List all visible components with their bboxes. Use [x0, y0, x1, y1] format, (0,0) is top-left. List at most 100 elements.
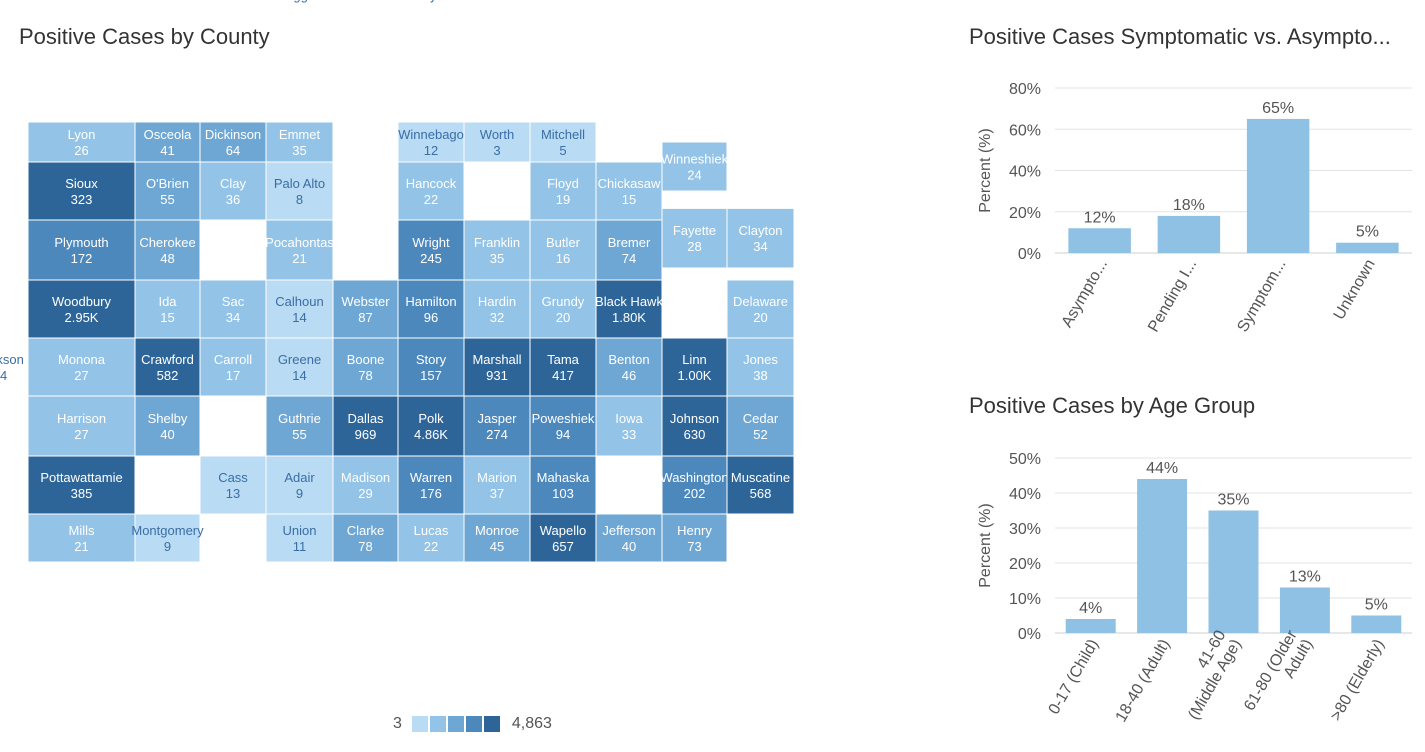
county-chickasaw[interactable]	[595, 161, 663, 221]
county-name-label: Madison	[341, 470, 390, 485]
county-franklin[interactable]	[463, 219, 531, 281]
county-clarke[interactable]	[332, 513, 399, 563]
county-osceola[interactable]	[134, 121, 201, 163]
county-crawford[interactable]	[134, 337, 201, 397]
county-grundy[interactable]	[529, 279, 597, 339]
county-value-label: 40	[160, 427, 174, 442]
county-story[interactable]	[397, 337, 465, 397]
county-mitchell[interactable]	[529, 121, 597, 163]
county-muscatine[interactable]	[726, 455, 795, 515]
county-webster[interactable]	[332, 279, 399, 339]
county-value-label: 26	[74, 143, 88, 158]
bar-61-80-older-adult[interactable]	[1279, 587, 1330, 634]
county-jones[interactable]	[726, 337, 795, 397]
county-pottawattamie[interactable]	[27, 455, 136, 515]
county-pocahontas[interactable]	[265, 219, 334, 281]
county-harrison[interactable]	[27, 395, 136, 457]
county-floyd[interactable]	[529, 161, 597, 221]
county-clay[interactable]	[199, 161, 267, 221]
county-hancock[interactable]	[397, 161, 465, 221]
county-worth[interactable]	[463, 121, 531, 163]
county-name-label: Clinton	[0, 382, 20, 397]
county-bremer[interactable]	[595, 219, 663, 281]
county-value-label: 11	[293, 539, 307, 554]
county-butler[interactable]	[529, 219, 597, 281]
county-name-label: Lucas	[414, 523, 449, 538]
county-dallas[interactable]	[332, 395, 399, 457]
county-linn[interactable]	[661, 337, 728, 397]
y-tick-label: 20%	[1009, 205, 1041, 222]
county-madison[interactable]	[332, 455, 399, 515]
county-value-label: 4.86K	[414, 427, 448, 442]
y-tick-label: 0%	[1018, 626, 1041, 643]
county-shelby[interactable]	[134, 395, 201, 457]
county-name-label: Jasper	[477, 411, 517, 426]
bar-unknown[interactable]	[1336, 242, 1399, 253]
county-carroll[interactable]	[199, 337, 267, 397]
bar-symptom[interactable]	[1246, 118, 1310, 253]
county-lucas[interactable]	[397, 513, 465, 563]
county-johnson[interactable]	[661, 395, 728, 457]
county-union[interactable]	[265, 513, 334, 563]
county-lyon[interactable]	[27, 121, 136, 163]
county-delaware[interactable]	[726, 279, 795, 339]
x-tick-label: >80 (Elderly)	[1327, 637, 1387, 724]
county-greene[interactable]	[265, 337, 334, 397]
county-hamilton[interactable]	[397, 279, 465, 339]
county-ida[interactable]	[134, 279, 201, 339]
county-value-label: 67	[0, 398, 7, 413]
county-benton[interactable]	[595, 337, 663, 397]
bar-18-40-adult[interactable]	[1137, 479, 1188, 633]
county-wapello[interactable]	[529, 513, 597, 563]
county-guthrie[interactable]	[265, 395, 334, 457]
bar-pending-i[interactable]	[1157, 215, 1221, 253]
county-cherokee[interactable]	[134, 219, 201, 281]
county-name-label: Winnebago	[398, 127, 464, 142]
county-washington[interactable]	[661, 455, 728, 515]
county-name-label: Lyon	[68, 127, 96, 142]
county-iowa[interactable]	[595, 395, 663, 457]
county-name-label: Poweshiek	[532, 411, 595, 426]
county-fayette[interactable]	[661, 207, 728, 269]
county-warren[interactable]	[397, 455, 465, 515]
county-black-hawk[interactable]	[595, 279, 663, 339]
county-calhoun[interactable]	[265, 279, 334, 339]
county-sioux[interactable]	[27, 161, 136, 221]
bar-asympto[interactable]	[1068, 228, 1131, 253]
county-jasper[interactable]	[463, 395, 531, 457]
x-tick-label: 61-80 (OlderAdult)	[1241, 627, 1317, 723]
county-adair[interactable]	[265, 455, 334, 515]
county-woodbury[interactable]	[27, 279, 136, 339]
county-cass[interactable]	[199, 455, 267, 515]
county-montgomery[interactable]	[134, 513, 201, 563]
age-chart-title: Positive Cases by Age Group	[969, 393, 1256, 418]
county-mahaska[interactable]	[529, 455, 597, 515]
county-henry[interactable]	[661, 513, 728, 563]
county-plymouth[interactable]	[27, 219, 136, 281]
county-dickinson[interactable]	[199, 121, 267, 163]
county-clayton[interactable]	[726, 207, 795, 269]
county-tama[interactable]	[529, 337, 597, 397]
county-sac[interactable]	[199, 279, 267, 339]
county-cedar[interactable]	[726, 395, 795, 457]
county-name-label: Mitchell	[541, 127, 585, 142]
county-monona[interactable]	[27, 337, 136, 397]
county-boone[interactable]	[332, 337, 399, 397]
bar-80-elderly[interactable]	[1351, 615, 1402, 634]
county-polk[interactable]	[397, 395, 465, 457]
county-monroe[interactable]	[463, 513, 531, 563]
bar-0-17-child[interactable]	[1065, 619, 1116, 633]
bar-41-60-middle-age[interactable]	[1208, 510, 1259, 634]
county-poweshiek[interactable]	[529, 395, 597, 457]
legend-swatch	[429, 716, 446, 732]
county-marshall[interactable]	[463, 337, 531, 397]
county-jefferson[interactable]	[595, 513, 663, 563]
county-palo-alto[interactable]	[265, 161, 334, 221]
county-o-brien[interactable]	[134, 161, 201, 221]
county-mills[interactable]	[27, 513, 136, 563]
county-hardin[interactable]	[463, 279, 531, 339]
county-winneshiek[interactable]	[661, 141, 728, 192]
county-marion[interactable]	[463, 455, 531, 515]
county-value-label: 40	[622, 539, 636, 554]
county-wright[interactable]	[397, 219, 465, 281]
